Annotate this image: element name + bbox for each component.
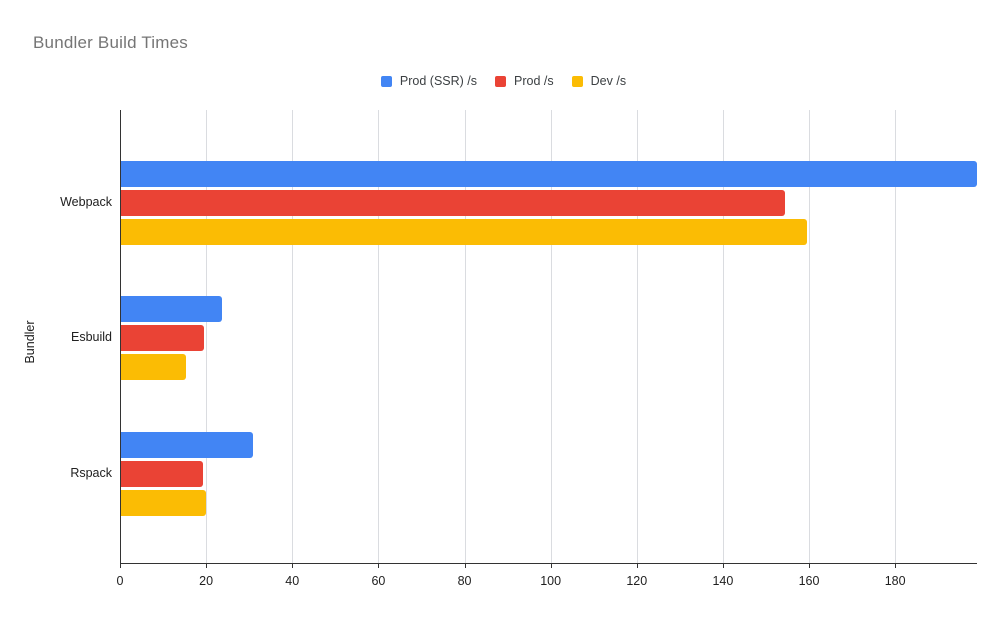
x-tick-label-180: 180 — [884, 574, 906, 588]
x-tick-label-60: 60 — [371, 574, 386, 588]
bar-esbuild-prod-s[interactable] — [120, 324, 204, 351]
x-axis-line — [120, 563, 977, 564]
legend-item-prod-ssr-s[interactable]: Prod (SSR) /s — [380, 74, 478, 88]
gridline-x-40 — [292, 110, 294, 563]
x-tick-120 — [636, 563, 638, 568]
bar-esbuild-prod-ssr-s[interactable] — [120, 295, 222, 322]
legend-swatch-icon — [571, 75, 583, 87]
category-label-rspack: Rspack — [70, 465, 112, 480]
x-tick-100 — [550, 563, 552, 568]
legend-item-prod-s[interactable]: Prod /s — [495, 74, 554, 88]
chart-legend: Prod (SSR) /s Prod /s Dev /s — [0, 74, 1007, 88]
x-tick-40 — [292, 563, 294, 568]
x-tick-140 — [722, 563, 724, 568]
gridline-x-60 — [378, 110, 380, 563]
y-axis-title: Bundler — [23, 319, 37, 364]
bar-esbuild-dev-s[interactable] — [120, 353, 187, 380]
x-tick-0 — [120, 563, 121, 568]
bar-webpack-prod-ssr-s[interactable] — [120, 161, 977, 187]
legend-label: Prod /s — [514, 74, 554, 88]
gridline-x-100 — [550, 110, 552, 563]
y-axis-line — [120, 110, 121, 568]
legend-label: Dev /s — [590, 74, 627, 88]
x-tick-label-100: 100 — [540, 574, 562, 588]
x-tick-label-40: 40 — [285, 574, 300, 588]
chart-title: Bundler Build Times — [33, 33, 188, 52]
x-tick-80 — [464, 563, 466, 568]
gridline-x-20 — [206, 110, 208, 563]
gridline-x-80 — [464, 110, 466, 563]
category-label-webpack: Webpack — [60, 195, 112, 209]
bar-rspack-prod-s[interactable] — [120, 460, 203, 487]
category-label-esbuild: Esbuild — [71, 329, 112, 344]
x-tick-label-0: 0 — [116, 574, 124, 588]
gridline-x-140 — [722, 110, 724, 563]
x-tick-label-20: 20 — [199, 574, 214, 588]
bar-rspack-prod-ssr-s[interactable] — [120, 431, 253, 458]
gridline-x-160 — [809, 110, 811, 563]
legend-item-dev-s[interactable]: Dev /s — [571, 74, 627, 88]
gridline-x-180 — [895, 110, 897, 563]
legend-swatch-icon — [380, 75, 392, 87]
gridline-x-120 — [636, 110, 638, 563]
x-tick-label-120: 120 — [626, 574, 648, 588]
legend-label: Prod (SSR) /s — [399, 74, 478, 88]
bar-webpack-dev-s[interactable] — [120, 219, 807, 245]
x-tick-20 — [206, 563, 208, 568]
legend-swatch-icon — [495, 75, 507, 87]
x-tick-160 — [809, 563, 811, 568]
x-tick-label-160: 160 — [798, 574, 820, 588]
x-tick-label-140: 140 — [712, 574, 734, 588]
bar-rspack-dev-s[interactable] — [120, 489, 207, 516]
bar-webpack-prod-s[interactable] — [120, 190, 785, 216]
x-tick-label-80: 80 — [457, 574, 472, 588]
x-tick-180 — [895, 563, 897, 568]
x-tick-60 — [378, 563, 380, 568]
